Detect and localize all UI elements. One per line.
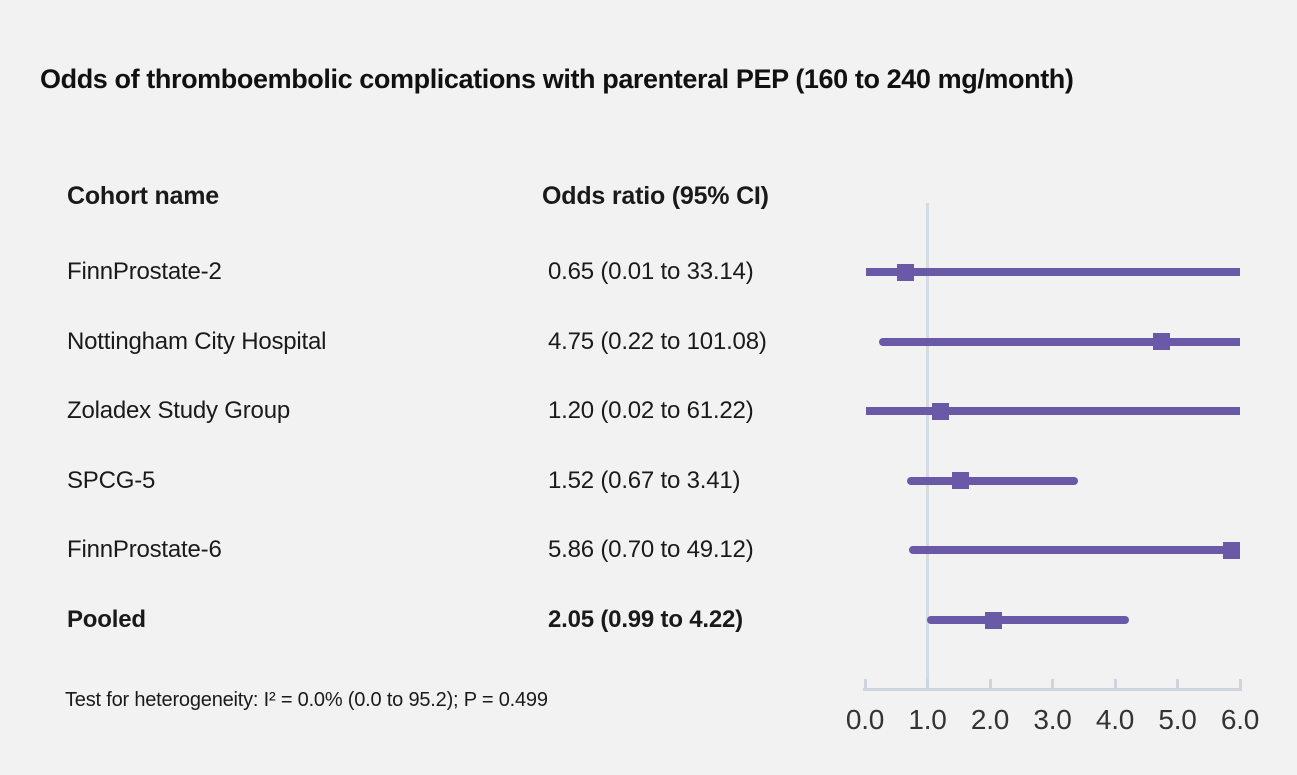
ci-line	[865, 268, 1240, 276]
axis-baseline	[863, 688, 1242, 691]
point-estimate-marker	[897, 263, 915, 281]
odds-ratio-value: 5.86 (0.70 to 49.12)	[548, 536, 754, 563]
cohort-name: Nottingham City Hospital	[67, 328, 327, 355]
ci-line	[908, 546, 1240, 555]
odds-ratio-value: 2.05 (0.99 to 4.22)	[548, 606, 743, 633]
axis-tick	[863, 679, 867, 688]
axis-tick	[1238, 679, 1242, 688]
column-header-odds-ratio: Odds ratio (95% CI)	[542, 182, 769, 210]
reference-line	[926, 203, 929, 688]
table-row: Nottingham City Hospital 4.75 (0.22 to 1…	[0, 326, 860, 358]
table-row: Zoladex Study Group 1.20 (0.02 to 61.22)	[0, 395, 860, 427]
table-row: SPCG-5 1.52 (0.67 to 3.41)	[0, 465, 860, 497]
ci-line	[906, 476, 1079, 485]
cohort-name: Pooled	[67, 606, 146, 633]
axis-tick	[1051, 679, 1054, 688]
axis-tick-label: 4.0	[1095, 704, 1135, 735]
pooled-marker	[984, 611, 1002, 629]
heterogeneity-footnote: Test for heterogeneity: I² = 0.0% (0.0 t…	[65, 689, 548, 711]
point-estimate-marker	[931, 402, 949, 420]
cohort-name: SPCG-5	[67, 467, 156, 494]
ci-line	[926, 616, 1129, 624]
axis-tick-label: 5.0	[1158, 704, 1197, 735]
axis-tick	[988, 679, 992, 688]
axis-tick	[1176, 679, 1179, 688]
ci-line	[878, 337, 1240, 346]
table-row: FinnProstate-2 0.65 (0.01 to 33.14)	[0, 256, 860, 288]
odds-ratio-value: 0.65 (0.01 to 33.14)	[548, 258, 754, 285]
point-estimate-marker	[1153, 333, 1171, 351]
odds-ratio-value: 1.52 (0.67 to 3.41)	[548, 467, 741, 494]
chart-title: Odds of thromboembolic complications wit…	[40, 64, 1074, 94]
table-row: FinnProstate-6 5.86 (0.70 to 49.12)	[0, 534, 860, 566]
cohort-name: FinnProstate-2	[67, 258, 222, 285]
forest-plot: 0.0 1.0 2.0 3.0 4.0 5.0 6.0	[846, 196, 1259, 756]
odds-ratio-value: 4.75 (0.22 to 101.08)	[548, 328, 767, 355]
axis-tick-label: 3.0	[1033, 704, 1072, 735]
cohort-name: Zoladex Study Group	[67, 397, 290, 424]
axis-tick-label: 6.0	[1220, 704, 1260, 735]
axis-tick	[926, 679, 929, 688]
table-row-pooled: Pooled 2.05 (0.99 to 4.22)	[0, 604, 860, 636]
axis-tick-label: 2.0	[970, 704, 1010, 735]
column-header-cohort: Cohort name	[67, 182, 219, 210]
point-estimate-marker	[1222, 541, 1240, 559]
point-estimate-marker	[951, 472, 969, 490]
axis-tick	[1113, 679, 1117, 688]
odds-ratio-value: 1.20 (0.02 to 61.22)	[548, 397, 754, 424]
ci-line	[866, 407, 1240, 416]
cohort-name: FinnProstate-6	[67, 536, 222, 563]
axis-tick-label: 1.0	[908, 704, 947, 735]
axis-tick-label: 0.0	[845, 704, 885, 735]
